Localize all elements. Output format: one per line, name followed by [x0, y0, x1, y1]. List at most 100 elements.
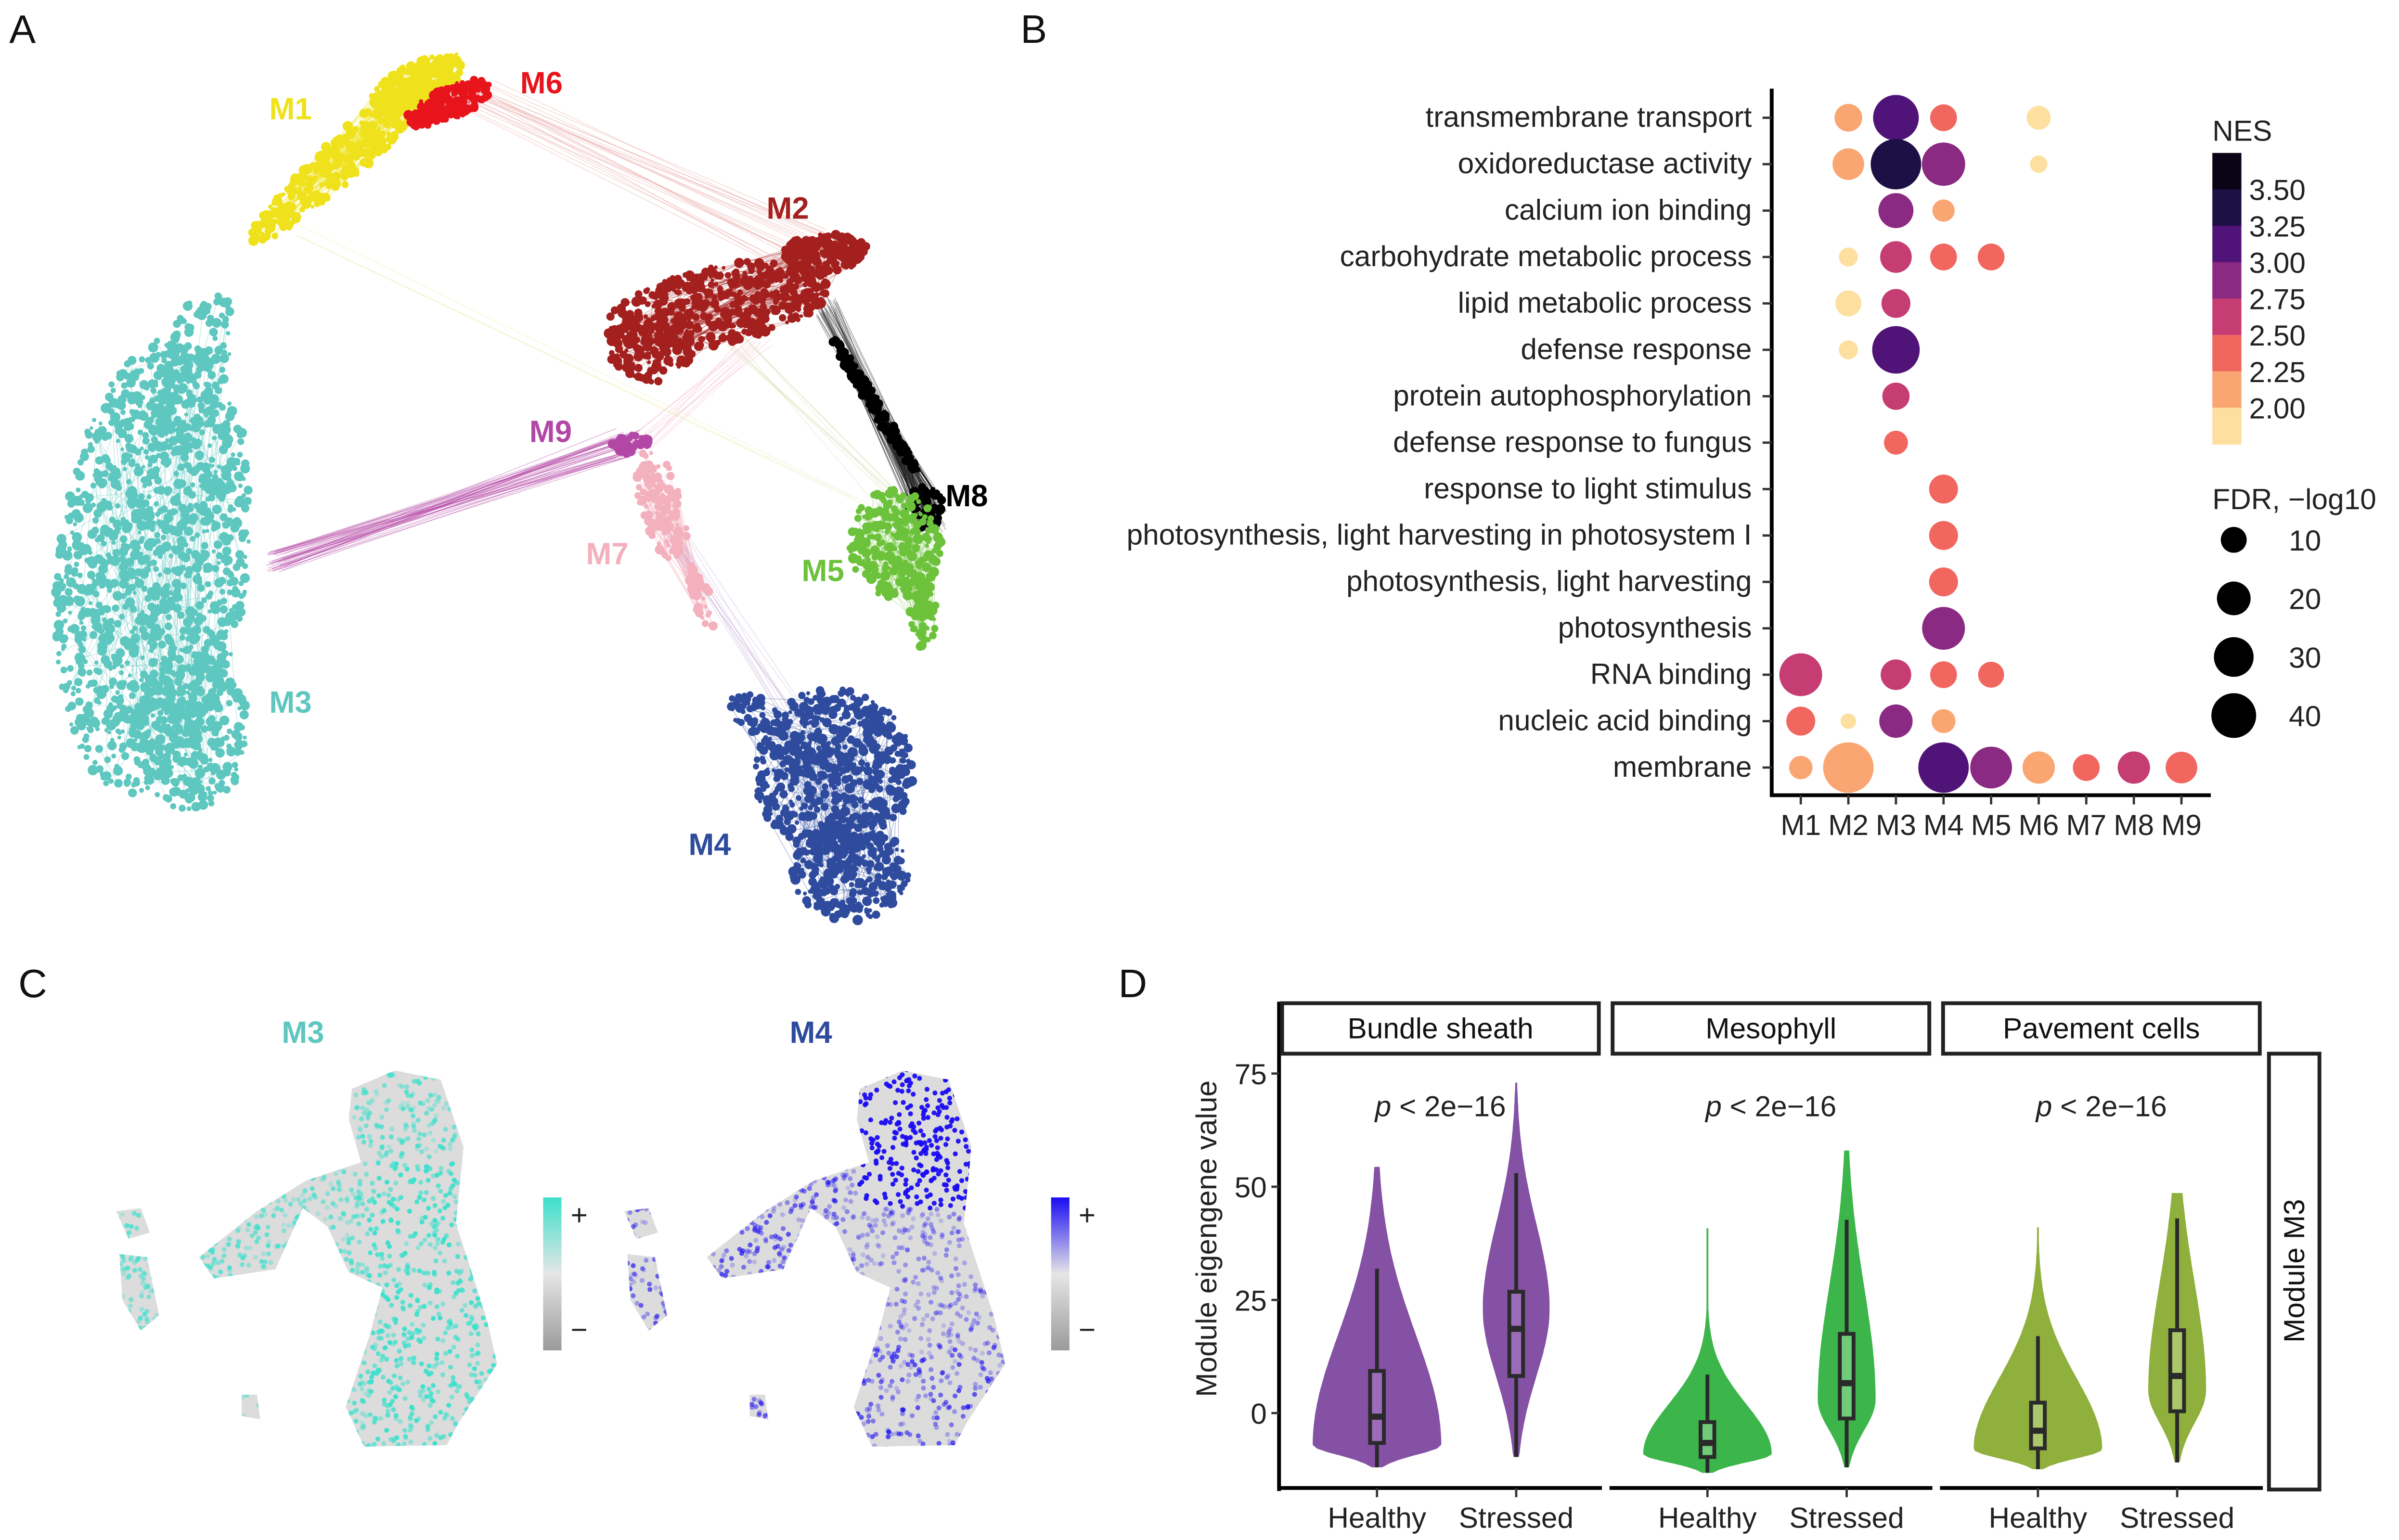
- network-node-m4: [889, 757, 895, 764]
- network-node-m4: [727, 702, 736, 711]
- network-node-m2: [803, 311, 809, 318]
- network-edge-m6-m2: [486, 95, 834, 255]
- network-edge-m2-m5: [741, 334, 911, 506]
- network-node-m5: [852, 566, 859, 573]
- network-node-m1: [321, 141, 331, 152]
- network-node-m5: [886, 565, 891, 570]
- network-node-m4: [813, 884, 818, 889]
- network-node-m8: [836, 352, 845, 361]
- network-node-m5: [905, 562, 911, 567]
- network-node-m8: [903, 446, 911, 454]
- network-edge-m6-m2: [500, 101, 834, 253]
- network-node-m2: [645, 371, 653, 379]
- network-node-m4: [834, 850, 840, 857]
- network-node-m8: [847, 366, 851, 371]
- network-node-m2: [848, 244, 856, 252]
- network-node-m5: [918, 622, 927, 630]
- network-node-m2: [645, 351, 651, 357]
- network-node-m4: [864, 762, 870, 768]
- network-edge-m7-m4: [682, 526, 808, 713]
- network-node-m2: [649, 346, 653, 351]
- network-node-m2: [712, 294, 718, 300]
- network-node-m1: [429, 54, 435, 60]
- network-node-m4: [840, 841, 850, 851]
- network-node-m8: [933, 504, 937, 508]
- network-node-m2: [648, 291, 657, 299]
- network-edge-m2-m8: [833, 299, 939, 512]
- network-node-m6: [446, 108, 456, 118]
- network-node-m4: [820, 717, 825, 723]
- network-node-m2: [616, 324, 622, 331]
- network-node-m1: [455, 69, 464, 77]
- network-node-m4: [824, 766, 828, 770]
- network-node-m1: [387, 115, 395, 122]
- network-node-m2: [677, 311, 681, 316]
- network-node-m4: [800, 719, 805, 723]
- network-node-m2: [696, 343, 701, 347]
- network-edge-m1-m2: [453, 90, 794, 249]
- network-node-m2: [658, 350, 664, 355]
- network-node-m4: [864, 713, 872, 720]
- network-node-m4: [760, 758, 767, 765]
- network-node-m4: [877, 710, 882, 715]
- network-edge-m1-m2: [465, 82, 787, 254]
- network-edge-m1-m5: [299, 236, 864, 505]
- network-node-m2: [756, 308, 767, 319]
- network-node-m4: [763, 798, 771, 806]
- network-edge: [673, 493, 714, 626]
- network-node-m2: [627, 319, 633, 325]
- network-node-m4: [823, 834, 829, 841]
- network-node-m4: [862, 722, 870, 730]
- network-node-m2: [684, 344, 690, 350]
- network-node-m2: [818, 283, 825, 290]
- network-node-m2: [710, 320, 719, 329]
- network-node-m4: [794, 820, 800, 825]
- network-edge-m2-m5: [729, 346, 913, 509]
- network-node-m5: [909, 513, 917, 521]
- network-node-m4: [872, 855, 877, 860]
- network-node-m4: [906, 758, 911, 764]
- network-edge-m3-m9: [279, 457, 617, 572]
- network-node-m7: [673, 526, 684, 537]
- network-node-m4: [796, 795, 802, 801]
- network-edge: [624, 296, 796, 319]
- network-node-m4: [802, 757, 813, 767]
- network-node-m2: [764, 269, 773, 277]
- network-node-m2: [735, 292, 741, 298]
- network-edge: [125, 433, 155, 757]
- network-node-m4: [905, 877, 911, 883]
- network-edge-m3-m9: [268, 456, 630, 555]
- network-node-m2: [663, 321, 669, 328]
- network-node-m5: [934, 534, 941, 541]
- network-node-m2: [819, 265, 825, 272]
- network-node-m4: [769, 793, 776, 800]
- network-node-m8: [855, 369, 861, 375]
- network-node-m4: [839, 904, 844, 909]
- network-edge-m6-m2: [500, 102, 836, 241]
- network-node-m4: [807, 785, 817, 796]
- network-edge: [99, 748, 119, 783]
- network-node-m2: [675, 362, 680, 367]
- network-node-m2: [811, 266, 815, 270]
- network-node-m8: [837, 341, 841, 346]
- network-edge-m3-m9: [268, 435, 625, 572]
- network-edge-m7-m4: [663, 538, 799, 719]
- network-node-m2: [684, 270, 695, 281]
- network-node-m7: [701, 596, 706, 601]
- network-node-m4: [856, 906, 863, 913]
- network-node-m2: [699, 302, 706, 308]
- network-edge-m3-m9: [271, 446, 620, 565]
- network-node-m5: [931, 548, 937, 554]
- network-node-m4: [746, 701, 750, 706]
- network-node-m1: [343, 164, 349, 170]
- network-node-m4: [858, 747, 865, 755]
- network-node-m5: [934, 560, 939, 565]
- network-edge: [871, 501, 919, 578]
- network-edge-m3-m9: [268, 440, 615, 555]
- network-node-m5: [869, 534, 876, 540]
- network-node-m4: [842, 744, 848, 750]
- network-edge: [81, 638, 156, 659]
- network-edge-m1-m2: [468, 88, 785, 270]
- network-node-m2: [832, 231, 839, 238]
